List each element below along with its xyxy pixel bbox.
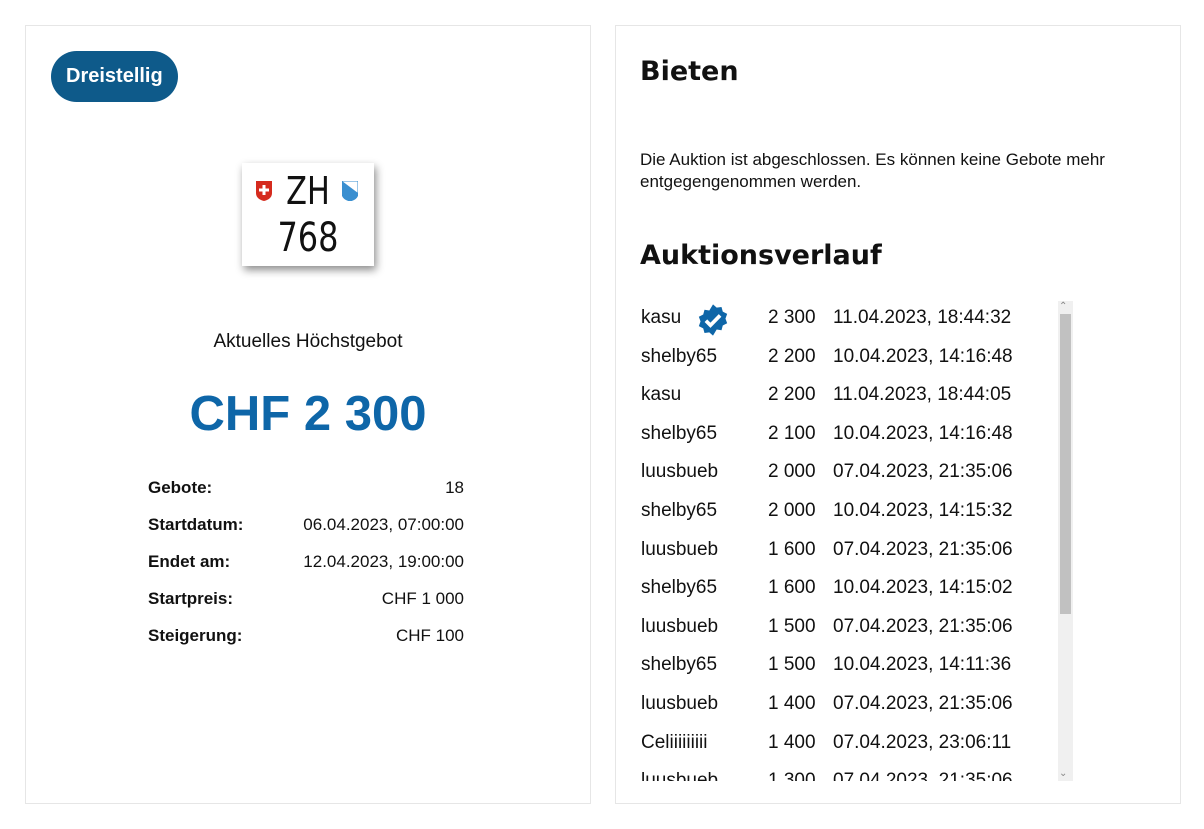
- bid-row: luusbueb 1 600 07.04.2023, 21:35:06: [640, 533, 1074, 572]
- bid-date: 10.04.2023, 14:15:32: [833, 499, 1013, 521]
- fact-label: Startdatum:: [148, 515, 244, 534]
- bid-row: kasu 2 200 11.04.2023, 18:44:05: [640, 378, 1074, 417]
- bid-row: shelby65 1 600 10.04.2023, 14:15:02: [640, 571, 1074, 610]
- verified-badge-icon: [698, 304, 728, 336]
- bid-amount: 2 200: [768, 384, 816, 406]
- bid-date: 11.04.2023, 18:44:32: [833, 307, 1012, 328]
- fact-value: 06.04.2023, 07:00:00: [303, 515, 464, 534]
- bid-amount: 2 000: [768, 499, 816, 521]
- bid-history-list[interactable]: kasu 2 300 11.04.2023, 18:44:32 shelby65 2 2…: [640, 301, 1074, 781]
- bid-user[interactable]: shelby65: [641, 422, 718, 444]
- current-bid: CHF 2 300: [189, 387, 427, 441]
- bid-amount: 1 400: [768, 692, 816, 714]
- bid-row: shelby65 1 500 10.04.2023, 14:11:36: [640, 648, 1074, 687]
- bid-user[interactable]: kasu: [641, 384, 682, 406]
- bid-date: 10.04.2023, 14:15:02: [833, 577, 1013, 599]
- fact-value: 18: [445, 478, 464, 497]
- bid-amount: 2 200: [768, 345, 816, 367]
- fact-row: Startpreis: CHF 1 000: [148, 589, 464, 626]
- bid-user[interactable]: shelby65: [641, 577, 718, 599]
- fact-value: CHF 1 000: [381, 589, 464, 608]
- bid-user[interactable]: shelby65: [641, 345, 718, 367]
- bid-amount: 2 100: [768, 422, 816, 444]
- bid-date: 07.04.2023, 21:35:06: [833, 692, 1013, 714]
- fact-row: Gebote: 18: [148, 478, 464, 515]
- bid-date: 10.04.2023, 14:16:48: [833, 422, 1013, 444]
- bid-row: shelby65 2 200 10.04.2023, 14:16:48: [640, 340, 1074, 379]
- fact-row: Endet am: 12.04.2023, 19:00:00: [148, 552, 464, 589]
- bid-amount: 1 500: [768, 615, 816, 637]
- bid-amount: 1 500: [768, 654, 816, 676]
- bid-amount: 1 300: [768, 770, 816, 781]
- bid-date: 07.04.2023, 21:35:06: [833, 615, 1013, 637]
- bid-date: 07.04.2023, 21:35:06: [833, 770, 1013, 781]
- bid-amount: 2 300: [768, 307, 816, 328]
- bid-row: shelby65 2 100 10.04.2023, 14:16:48: [640, 417, 1074, 456]
- bid-date: 11.04.2023, 18:44:05: [833, 384, 1012, 406]
- scroll-down-icon[interactable]: ⌄: [1059, 768, 1068, 779]
- plate-card: Dreistellig ZH 768 Aktuelles Höchstgebot…: [25, 25, 591, 804]
- category-badge[interactable]: Dreistellig: [51, 51, 178, 102]
- bid-date: 07.04.2023, 21:35:06: [833, 538, 1013, 560]
- bid-row: luusbueb 1 400 07.04.2023, 21:35:06: [640, 687, 1074, 726]
- bid-date: 07.04.2023, 21:35:06: [833, 461, 1013, 483]
- bid-user[interactable]: Celiiiiiiiii: [641, 731, 708, 753]
- bid-user[interactable]: shelby65: [641, 654, 718, 676]
- bid-date: 10.04.2023, 14:11:36: [833, 654, 1012, 676]
- bidding-title: Bieten: [640, 56, 739, 87]
- swiss-flag-icon: [256, 181, 272, 201]
- scrollbar-thumb[interactable]: [1060, 314, 1071, 614]
- bid-user[interactable]: shelby65: [641, 499, 718, 521]
- fact-label: Endet am:: [148, 552, 231, 571]
- fact-label: Startpreis:: [148, 589, 234, 608]
- license-plate: ZH 768: [242, 163, 374, 266]
- bidding-card: Bieten Die Auktion ist abgeschlossen. Es…: [615, 25, 1181, 804]
- auction-facts: Gebote: 18 Startdatum: 06.04.2023, 07:00:0…: [148, 478, 464, 663]
- bid-amount: 2 000: [768, 461, 816, 483]
- bid-row: luusbueb 1 300 07.04.2023, 21:35:06: [640, 764, 1074, 781]
- bid-user[interactable]: luusbueb: [641, 692, 719, 714]
- bid-user[interactable]: luusbueb: [641, 770, 719, 781]
- bid-amount: 1 600: [768, 577, 816, 599]
- bid-row: luusbueb 1 500 07.04.2023, 21:35:06: [640, 610, 1074, 649]
- plate-number: 768: [277, 215, 339, 261]
- fact-value: CHF 100: [395, 626, 464, 645]
- bid-user[interactable]: luusbueb: [641, 538, 719, 560]
- history-title: Auktionsverlauf: [640, 240, 882, 271]
- bid-date: 07.04.2023, 23:06:11: [833, 731, 1012, 753]
- fact-label: Steigerung:: [148, 626, 243, 645]
- current-bid-label: Aktuelles Höchstgebot: [213, 331, 403, 352]
- auction-closed-message: Die Auktion ist abgeschlossen. Es können…: [640, 150, 1105, 191]
- bid-date: 10.04.2023, 14:16:48: [833, 345, 1013, 367]
- bid-user[interactable]: kasu: [641, 307, 682, 328]
- plate-canton: ZH: [286, 169, 330, 213]
- bid-row: kasu 2 300 11.04.2023, 18:44:32: [640, 301, 1074, 340]
- bid-row: shelby65 2 000 10.04.2023, 14:15:32: [640, 494, 1074, 533]
- fact-row: Startdatum: 06.04.2023, 07:00:00: [148, 515, 464, 552]
- fact-label: Gebote:: [148, 478, 213, 497]
- zurich-coat-of-arms-icon: [342, 181, 358, 201]
- bid-row: luusbueb 2 000 07.04.2023, 21:35:06: [640, 455, 1074, 494]
- fact-value: 12.04.2023, 19:00:00: [303, 552, 464, 571]
- bid-row: Celiiiiiiiii 1 400 07.04.2023, 23:06:11: [640, 726, 1074, 765]
- bid-amount: 1 400: [768, 731, 816, 753]
- fact-row: Steigerung: CHF 100: [148, 626, 464, 663]
- scroll-up-icon[interactable]: ⌃: [1059, 301, 1068, 312]
- bid-user[interactable]: luusbueb: [641, 615, 719, 637]
- bid-amount: 1 600: [768, 538, 816, 560]
- bid-user[interactable]: luusbueb: [641, 461, 719, 483]
